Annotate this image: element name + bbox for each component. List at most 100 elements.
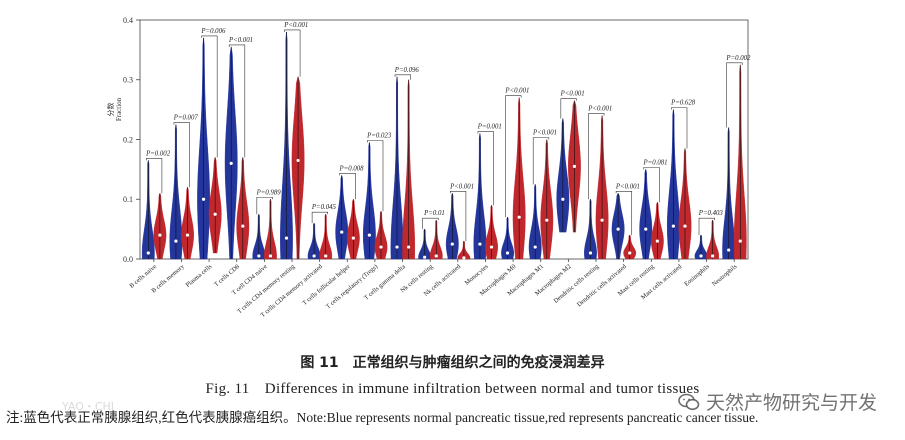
median-dot-tumor <box>185 233 190 237</box>
median-dot-tumor <box>213 212 217 216</box>
y-tick-label: 0.2 <box>123 135 133 144</box>
median-dot-tumor <box>324 254 328 258</box>
p-value-label: P<0.001 <box>504 88 529 95</box>
p-value-label: P<0.001 <box>532 130 557 137</box>
p-value-label: P=0.002 <box>145 150 171 157</box>
y-axis-label-en: Fraction <box>115 97 123 121</box>
p-value-label: P=0.002 <box>725 55 751 62</box>
median-dot-tumor <box>489 245 494 249</box>
significance-bracket <box>256 196 273 215</box>
median-dot-normal <box>561 197 565 201</box>
median-dot-tumor <box>683 224 687 228</box>
median-dot-tumor <box>628 251 632 255</box>
figure-caption-chinese: 图 11 正常组织与肿瘤组织之间的免疫浸润差异 <box>300 355 605 371</box>
median-dot-normal <box>588 251 593 255</box>
watermark-text: 天然产物研究与开发 <box>705 392 877 414</box>
median-dot-tumor <box>517 215 521 219</box>
median-dot-normal <box>423 255 427 259</box>
p-value-label: P=0.989 <box>256 189 282 196</box>
median-dot-normal <box>229 161 233 165</box>
median-dot-normal <box>257 254 261 258</box>
y-tick-label: 0.0 <box>123 255 133 264</box>
median-dot-normal <box>174 239 178 243</box>
x-tick-label: Dendritic cells activated <box>576 263 629 309</box>
median-dot-tumor <box>434 254 438 258</box>
significance-bracket <box>449 190 467 242</box>
median-dot-normal <box>312 254 316 258</box>
p-value-label: P=0.081 <box>643 159 668 166</box>
median-dot-tumor <box>600 218 604 222</box>
significance-bracket <box>532 137 550 185</box>
p-value-label: P=0.628 <box>670 100 696 107</box>
median-dot-tumor <box>738 239 742 243</box>
significance-bracket <box>615 190 633 236</box>
p-value-label: P<0.001 <box>283 22 308 29</box>
significance-bracket <box>588 113 605 200</box>
significance-bracket <box>173 122 190 188</box>
median-dot-tumor <box>655 239 659 243</box>
y-tick-label: 0.3 <box>123 76 133 85</box>
x-tick-label: Monocytes <box>463 263 490 287</box>
significance-bracket <box>726 62 743 128</box>
p-value-label: P=0.023 <box>366 132 392 139</box>
median-dot-normal <box>644 227 648 231</box>
p-value-label: P=0.045 <box>311 204 337 211</box>
median-dot-normal <box>340 230 344 234</box>
median-dot-normal <box>284 236 289 240</box>
p-value-label: P<0.001 <box>449 183 474 190</box>
median-dot-tumor <box>407 245 411 249</box>
significance-bracket <box>145 158 163 194</box>
median-dot-normal <box>450 242 454 246</box>
median-dot-normal <box>395 245 399 249</box>
significance-bracket <box>284 29 301 77</box>
median-dot-tumor <box>241 224 245 228</box>
significance-bracket <box>228 44 246 158</box>
y-axis-label-cn: 分数 <box>106 103 115 117</box>
median-dot-tumor <box>268 254 273 258</box>
significance-bracket <box>477 131 494 206</box>
x-tick-label: T cells regulatory (Tregs) <box>325 263 379 310</box>
median-dot-normal <box>616 227 620 231</box>
y-tick-label: 0.1 <box>123 195 133 204</box>
significance-bracket <box>394 74 411 80</box>
median-dot-normal <box>478 242 482 246</box>
p-value-label: P=0.096 <box>394 67 420 74</box>
p-value-label: P<0.001 <box>587 106 612 113</box>
figure-note: 注:蓝色代表正常胰腺组织,红色代表胰腺癌组织。Note:Blue represe… <box>6 410 759 425</box>
x-tick-label: T cells follicular helper <box>301 263 352 307</box>
significance-bracket <box>698 217 715 236</box>
median-dot-normal <box>505 251 510 255</box>
median-dot-normal <box>671 224 675 228</box>
significance-bracket <box>201 35 218 158</box>
significance-bracket <box>505 95 522 218</box>
significance-bracket <box>422 217 439 230</box>
median-dot-tumor <box>158 233 162 237</box>
median-dot-tumor <box>462 256 466 260</box>
median-dot-tumor <box>379 245 383 249</box>
median-dot-tumor <box>711 254 715 258</box>
x-tick-label: Eosinophils <box>683 263 711 288</box>
significance-bracket <box>643 167 660 203</box>
median-dot-normal <box>367 233 371 237</box>
p-value-label: P=0.006 <box>200 28 226 35</box>
figure-panel: 0.0 0.1 0.2 0.3 0.4 分数 Fraction P=0.002 B cells … <box>100 12 776 340</box>
median-dot-normal <box>727 248 731 252</box>
wechat-icon <box>678 393 700 410</box>
significance-bracket <box>367 140 384 212</box>
median-dot-tumor <box>351 236 355 240</box>
median-dot-normal <box>699 254 703 258</box>
p-value-label: P=0.001 <box>477 124 502 131</box>
p-value-label: P=0.007 <box>173 115 199 122</box>
figure-caption-english: Fig. 11 Differences in immune infiltrati… <box>205 381 700 397</box>
corner-watermark: YAO・CHI <box>62 400 115 413</box>
significance-bracket <box>311 211 329 224</box>
y-tick-label: 0.4 <box>123 16 133 25</box>
median-dot-tumor <box>545 218 549 222</box>
median-dot-normal <box>146 251 150 255</box>
p-value-label: P<0.001 <box>228 37 253 44</box>
p-value-label: P=0.01 <box>423 210 445 217</box>
watermark: 天然产物研究与开发 <box>678 388 877 415</box>
median-dot-tumor <box>572 164 577 168</box>
x-tick-label: Plasma cells <box>185 263 214 289</box>
